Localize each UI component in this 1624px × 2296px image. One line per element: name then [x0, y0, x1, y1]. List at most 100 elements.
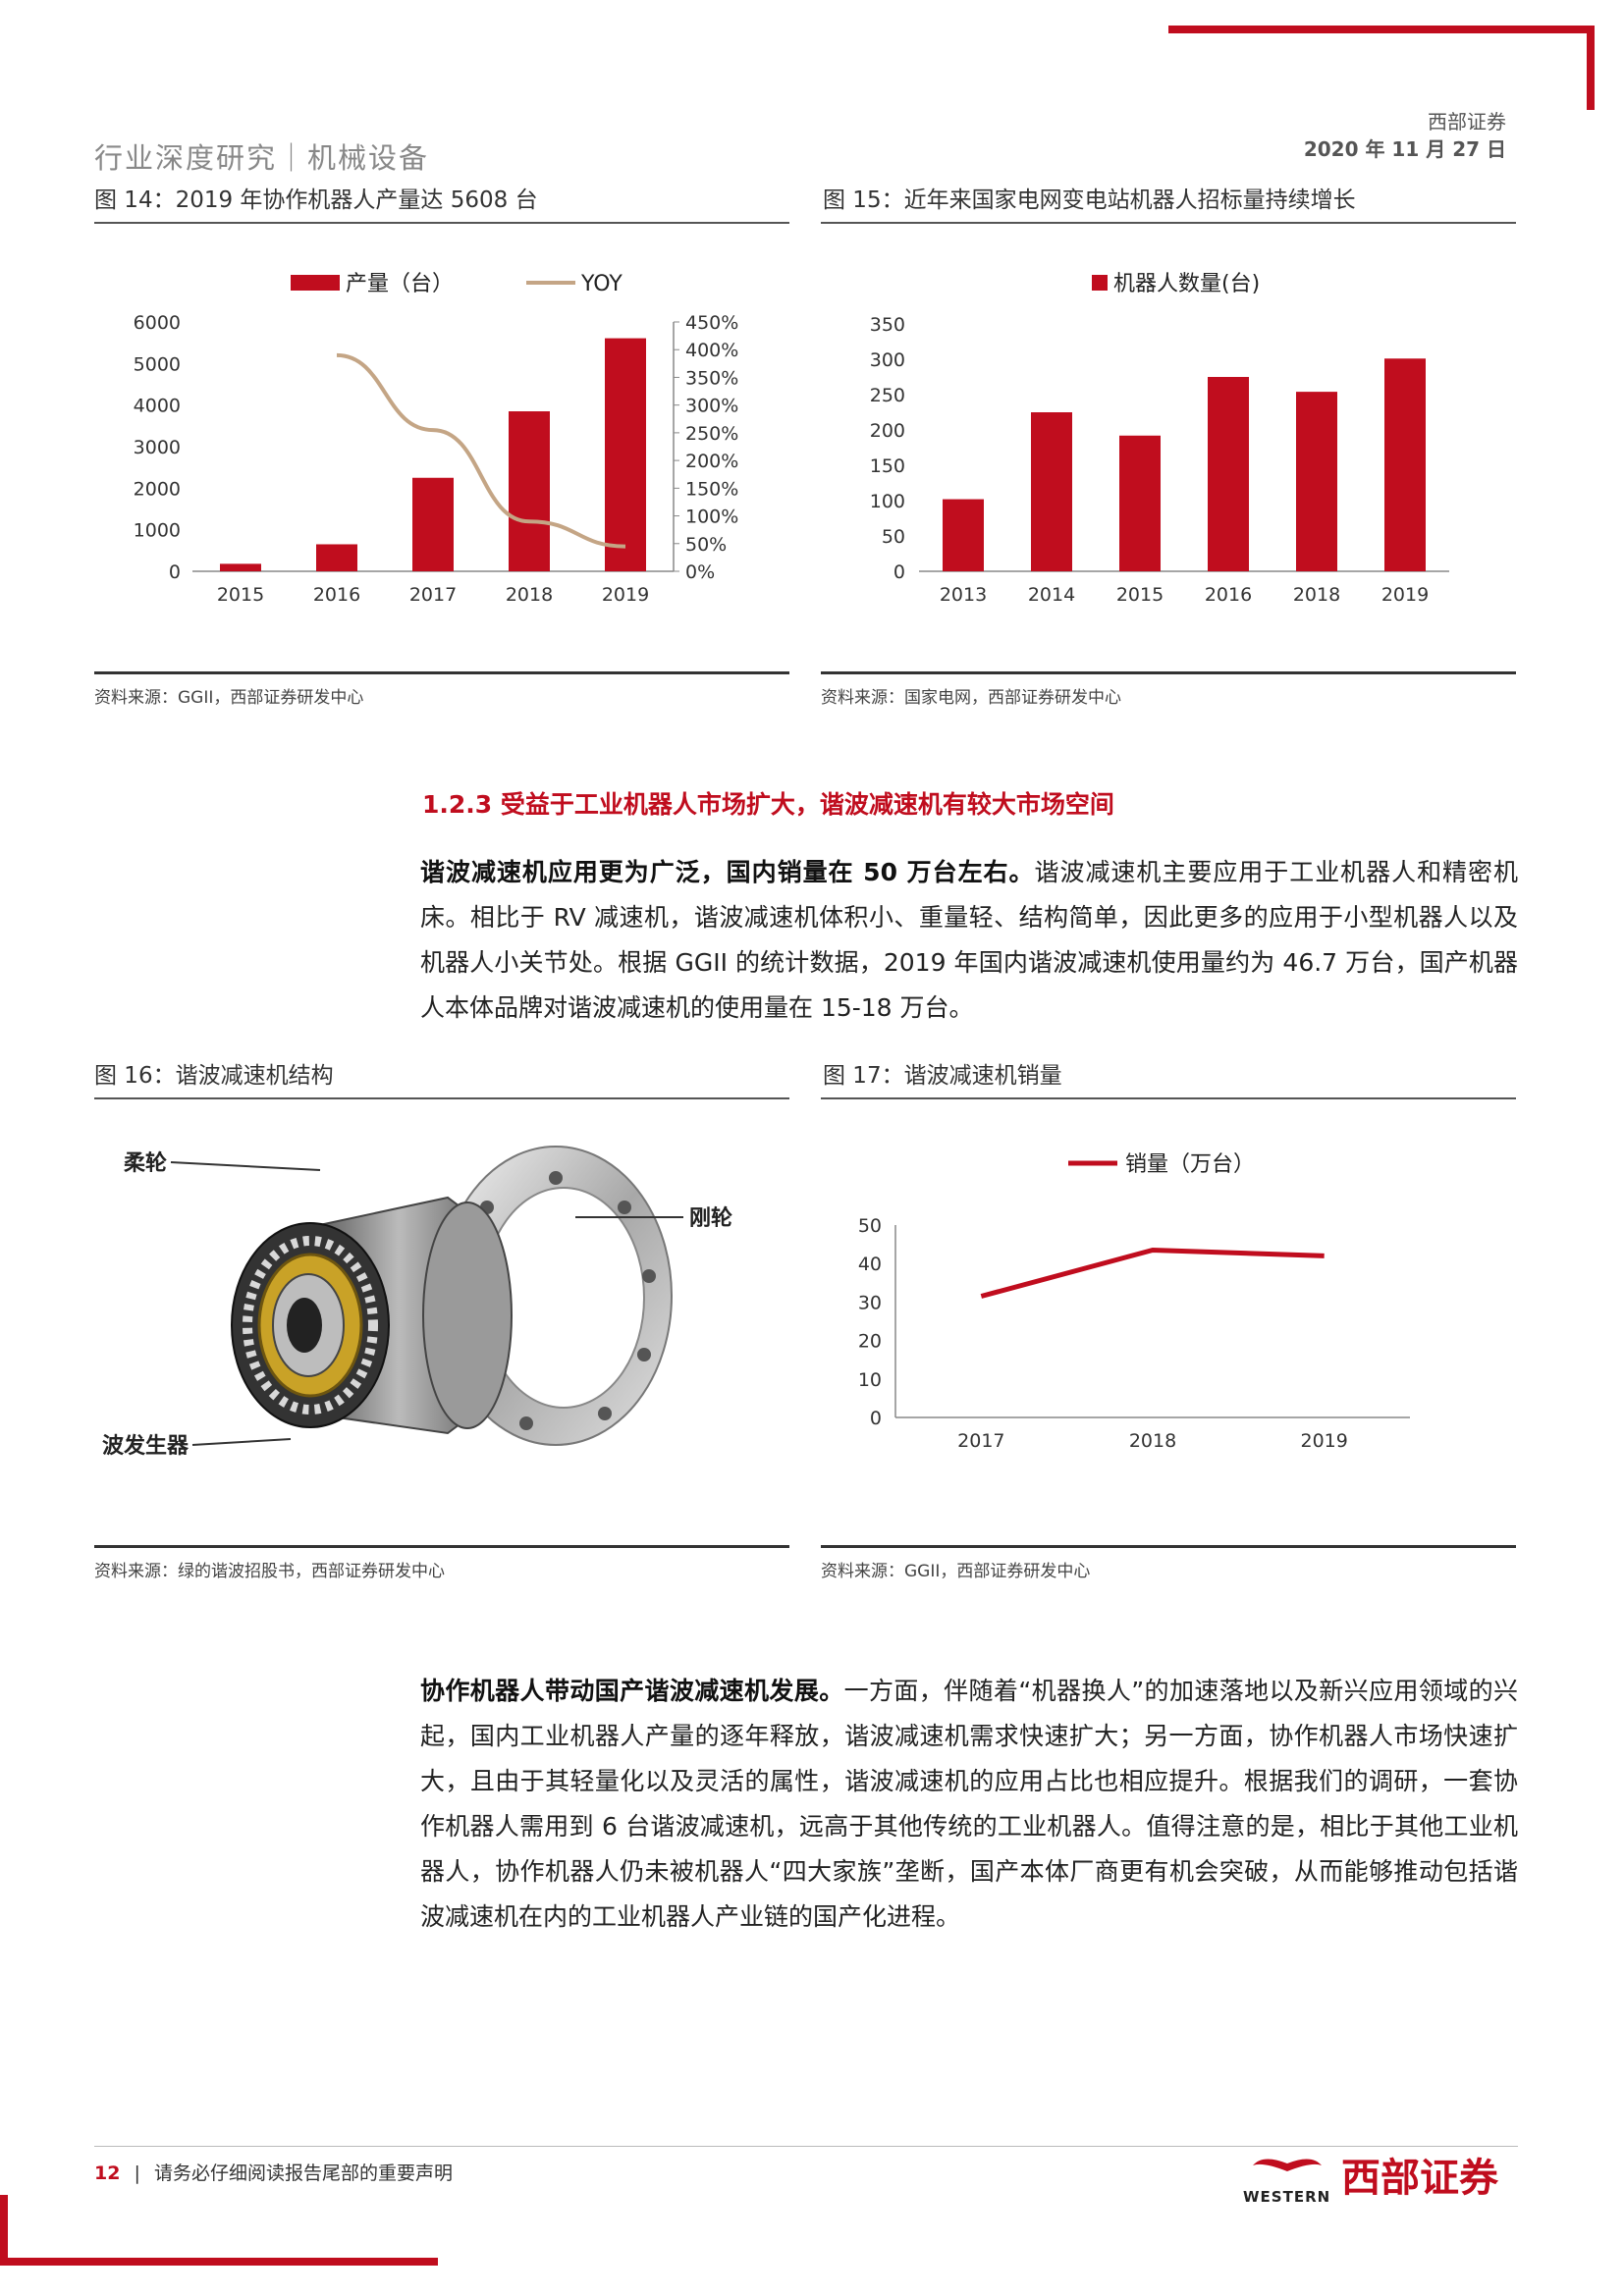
fig15-bottom-rule [821, 671, 1516, 674]
y2-tick-label: 150% [685, 478, 738, 500]
harmonic-reducer-image: 柔轮 刚轮 波发生器 [102, 1146, 732, 1459]
y-tick-label: 0 [893, 561, 905, 583]
bar-robots-2013 [943, 499, 984, 571]
y-tick-label: 4000 [134, 396, 181, 417]
bar-robots-2015 [1119, 435, 1161, 571]
y2-tick-label: 50% [685, 534, 727, 556]
legend-label-sales: 销量（万台） [1125, 1152, 1255, 1177]
fig14-top-rule [94, 222, 789, 224]
top-red-vertical [1587, 26, 1595, 110]
fig17-caption: 图 17：谐波减速机销量 [823, 1063, 1062, 1089]
y-tick-label: 5000 [134, 353, 181, 375]
x-tick-label: 2016 [313, 584, 360, 606]
x-tick-label: 2018 [506, 584, 553, 606]
bull-horns-icon [1253, 2159, 1322, 2171]
y-tick-label: 6000 [134, 312, 181, 334]
fig14-caption: 图 14：2019 年协作机器人产量达 5608 台 [94, 187, 538, 213]
page-number: 12 [94, 2163, 121, 2184]
x-tick-label: 2015 [1116, 584, 1164, 606]
fig14-source: 资料来源：GGII，西部证券研发中心 [94, 688, 364, 708]
bar-robots-2019 [1384, 358, 1426, 571]
x-tick-label: 2019 [1381, 584, 1429, 606]
paragraph-2-body: 一方面，伴随着“机器换人”的加速落地以及新兴应用领域的兴起，国内工业机器人产量的… [420, 1677, 1518, 1931]
y2-tick-label: 250% [685, 423, 738, 445]
flexspline-label: 柔轮 [124, 1150, 167, 1176]
x-tick-label: 2017 [957, 1430, 1004, 1452]
fig16-top-rule [94, 1097, 789, 1099]
fig17-source: 资料来源：GGII，西部证券研发中心 [821, 1562, 1091, 1581]
paragraph-2-lead: 协作机器人带动国产谐波减速机发展。 [420, 1677, 844, 1705]
logo-english-text: WESTERN [1243, 2188, 1331, 2206]
bar-output-2018 [509, 411, 550, 571]
y-tick-label: 300 [870, 349, 905, 371]
y2-tick-label: 100% [685, 507, 738, 528]
circular-spline-label: 刚轮 [689, 1205, 732, 1231]
y2-tick-label: 300% [685, 396, 738, 417]
x-tick-label: 2015 [217, 584, 264, 606]
wave-generator-label: 波发生器 [102, 1433, 189, 1459]
x-tick-label: 2019 [1300, 1430, 1347, 1452]
x-tick-label: 2018 [1129, 1430, 1176, 1452]
x-tick-label: 2019 [602, 584, 649, 606]
bottom-red-rule [0, 2258, 438, 2266]
fig16-source: 资料来源：绿的谐波招股书，西部证券研发中心 [94, 1562, 445, 1581]
legend-label-yoy: YOY [580, 272, 623, 296]
paragraph-2: 协作机器人带动国产谐波减速机发展。一方面，伴随着“机器换人”的加速落地以及新兴应… [420, 1669, 1518, 1940]
footer-notice: 12 | 请务必仔细阅读报告尾部的重要声明 [94, 2159, 453, 2185]
x-tick-label: 2018 [1293, 584, 1340, 606]
paragraph-1-lead: 谐波减速机应用更为广泛，国内销量在 50 万台左右。 [420, 858, 1035, 886]
y-tick-label: 20 [858, 1331, 882, 1353]
fig15-source: 资料来源：国家电网，西部证券研发中心 [821, 688, 1121, 708]
legend-swatch-output [291, 275, 340, 291]
x-tick-label: 2016 [1205, 584, 1252, 606]
y-tick-label: 350 [870, 314, 905, 336]
bar-robots-2014 [1031, 412, 1072, 571]
footer-separator: | [134, 2163, 140, 2184]
fig16-bottom-rule [94, 1545, 789, 1548]
y-tick-label: 150 [870, 455, 905, 477]
y2-tick-label: 450% [685, 312, 738, 334]
x-tick-label: 2013 [940, 584, 987, 606]
paragraph-1: 谐波减速机应用更为广泛，国内销量在 50 万台左右。谐波减速机主要应用于工业机器… [420, 850, 1518, 1031]
fig15-chart: 机器人数量(台) 0 50 100 150 200 250 300 350 2013 2014 201… [870, 272, 1449, 606]
bar-output-2015 [220, 563, 261, 571]
y2-tick-label: 0% [685, 561, 715, 583]
y2-tick-label: 400% [685, 340, 738, 361]
y-tick-label: 50 [858, 1215, 882, 1237]
western-logo-mark: WESTERN [1243, 2152, 1331, 2206]
section-heading: 1.2.3 受益于工业机器人市场扩大，谐波减速机有较大市场空间 [422, 790, 1114, 819]
y-tick-label: 200 [870, 420, 905, 442]
y2-tick-label: 350% [685, 367, 738, 389]
legend-label-output: 产量（台） [346, 272, 454, 296]
bar-output-2016 [316, 544, 357, 571]
line-sales [980, 1247, 1325, 1299]
bar-output-2017 [412, 477, 454, 571]
y-tick-label: 250 [870, 385, 905, 406]
fig15-caption: 图 15：近年来国家电网变电站机器人招标量持续增长 [823, 187, 1356, 213]
fig14-chart: 产量（台） YOY 0 1000 2000 3000 4000 5000 6000 0% 50% 10… [134, 272, 739, 606]
disclaimer-link[interactable]: 请务必仔细阅读报告尾部的重要声明 [153, 2163, 453, 2184]
y-tick-label: 0 [870, 1408, 882, 1429]
x-tick-label: 2017 [409, 584, 457, 606]
top-red-rule [1168, 26, 1595, 33]
fig15-top-rule [821, 222, 1516, 224]
paragraph-1-body: 谐波减速机主要应用于工业机器人和精密机床。相比于 RV 减速机，谐波减速机体积小… [420, 858, 1518, 1022]
flexspline-leader [170, 1161, 321, 1171]
bottom-red-vertical [0, 2195, 8, 2266]
y-tick-label: 30 [858, 1292, 882, 1313]
fig17-top-rule [821, 1097, 1516, 1099]
legend-swatch-robots [1092, 275, 1108, 291]
line-yoy [336, 352, 626, 549]
broker-name: 西部证券 [1428, 110, 1506, 133]
y-tick-label: 2000 [134, 478, 181, 500]
y2-tick-label: 200% [685, 451, 738, 472]
y-tick-label: 40 [858, 1254, 882, 1275]
fig16-caption: 图 16：谐波减速机结构 [94, 1063, 334, 1089]
y-tick-label: 0 [169, 561, 181, 583]
report-category: 行业深度研究｜机械设备 [94, 141, 430, 175]
fig14-bottom-rule [94, 671, 789, 674]
footer-rule [94, 2146, 1518, 2147]
wave-generator-bearing [231, 1222, 390, 1428]
legend-label-robots: 机器人数量(台) [1113, 272, 1260, 296]
fig17-chart: 销量（万台） 0 10 20 30 40 50 2017 2018 2019 [858, 1152, 1410, 1452]
